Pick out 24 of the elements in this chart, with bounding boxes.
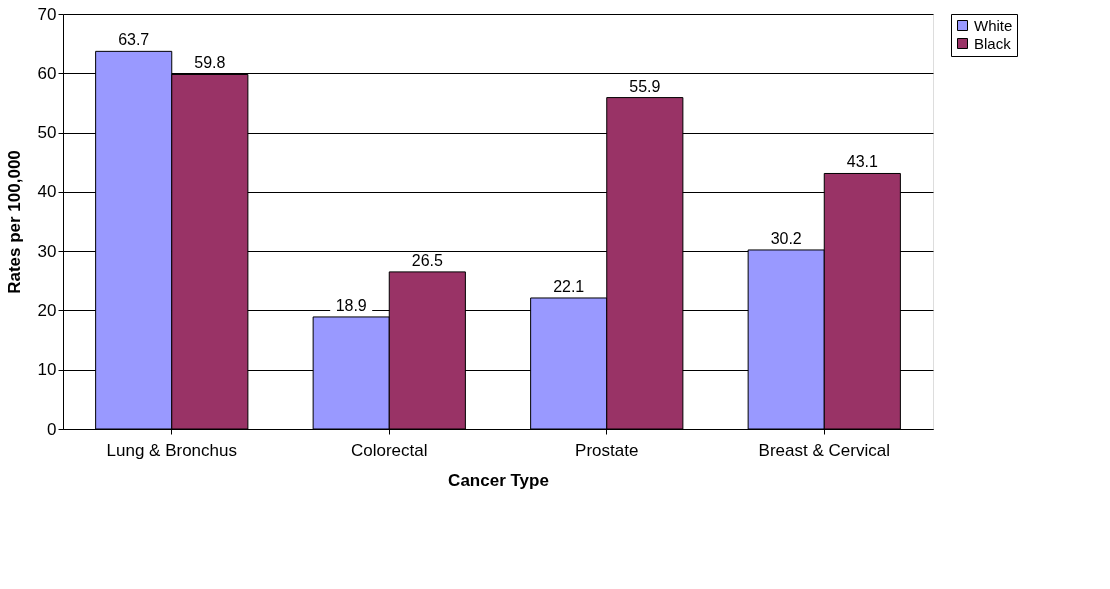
y-tick-label: 20: [37, 300, 57, 320]
y-tick-label: 70: [37, 4, 57, 24]
y-axis-title: Rates per 100,000: [4, 150, 24, 294]
data-label: 22.1: [553, 277, 585, 295]
y-tick-label: 60: [37, 63, 57, 83]
data-label: 59.8: [194, 54, 226, 72]
legend-label: Black: [974, 34, 1012, 52]
y-tick-label: 40: [37, 182, 57, 202]
x-tick-label: Breast & Cervical: [758, 440, 890, 460]
x-tick-label: Prostate: [575, 440, 639, 460]
y-tick-label: 10: [37, 360, 57, 380]
y-tick-label: 0: [47, 419, 57, 439]
data-label: 63.7: [118, 31, 150, 49]
data-label: 55.9: [629, 77, 661, 95]
legend-label: White: [974, 16, 1013, 34]
x-tick-label: Lung & Bronchus: [106, 440, 237, 460]
data-label: 43.1: [846, 153, 878, 171]
y-tick-label: 50: [37, 123, 57, 143]
y-tick-label: 30: [37, 241, 57, 261]
data-label: 18.9: [335, 296, 367, 314]
data-label: 30.2: [770, 229, 802, 247]
x-axis-title: Cancer Type: [448, 470, 549, 490]
x-tick-label: Colorectal: [350, 440, 428, 460]
data-label: 26.5: [411, 251, 443, 269]
